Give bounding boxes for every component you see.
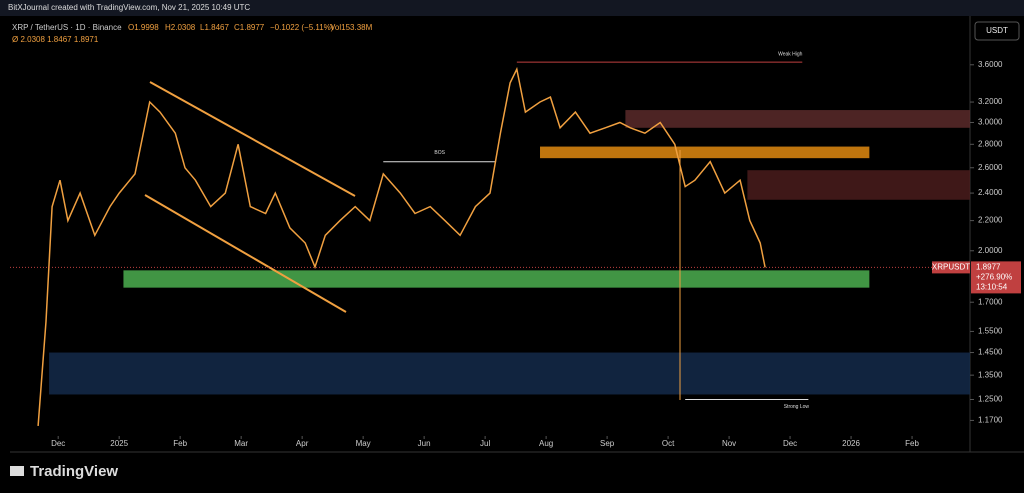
x-tick-label: Nov: [722, 439, 736, 448]
x-tick-label: Jun: [418, 439, 431, 448]
volume: Vol153.38M: [330, 23, 373, 32]
x-tick-label: Feb: [173, 439, 187, 448]
change: −0.1022 (−5.11%): [270, 23, 334, 32]
y-tick-label: 1.2500: [978, 395, 1003, 404]
symbol-tag-text: XRPUSDT: [932, 263, 970, 272]
y-tick-label: 1.4500: [978, 348, 1003, 357]
currency-button[interactable]: [974, 21, 1020, 41]
symbol-tag: [932, 261, 970, 274]
price-tag-price: 1.8977: [976, 263, 1001, 272]
x-tick-label: Feb: [905, 439, 919, 448]
y-tick-label: 1.5500: [978, 327, 1003, 336]
y-tick-label: 1.3500: [978, 370, 1003, 379]
x-tick-label: 2025: [110, 439, 128, 448]
zone: [625, 110, 970, 128]
level-label: Strong Low: [784, 404, 810, 410]
y-tick-label: 3.0000: [978, 118, 1003, 127]
plot: 3.6000 3.2000 3.0000 2.8000 2.6000 2.4000 2.20…: [37, 51, 1003, 448]
indicator: Ø 2.0308 1.8467 1.8971: [12, 35, 99, 44]
price-tag-countdown: 13:10:54: [976, 283, 1008, 292]
header-bar: [0, 0, 1024, 16]
y-tick-label: 2.2000: [978, 216, 1003, 225]
zone: [49, 352, 971, 395]
x-tick-label: Jul: [480, 439, 490, 448]
level-label: BOS: [434, 150, 445, 156]
x-tick-label: Apr: [296, 439, 309, 448]
level-label: Weak High: [778, 51, 803, 57]
price-line: [37, 66, 766, 426]
credit: BitXJournal created with TradingView.com…: [8, 3, 250, 12]
y-tick-label: 2.8000: [978, 139, 1003, 148]
trend-channel: [144, 81, 681, 400]
zone: [747, 170, 970, 200]
brand: TradingView: [30, 463, 118, 480]
y-tick-label: 3.6000: [978, 60, 1003, 69]
zone: [123, 270, 870, 288]
x-tick-label: Oct: [662, 439, 675, 448]
y-tick-label: 1.1700: [978, 416, 1003, 425]
y-tick-label: 2.4000: [978, 188, 1003, 197]
x-tick-label: May: [356, 439, 371, 448]
y-tick-label: 2.0000: [978, 246, 1003, 255]
currency: USDT: [986, 26, 1008, 35]
y-tick-label: 3.2000: [978, 97, 1003, 106]
zone: [540, 146, 870, 159]
open: O1.9998: [128, 23, 159, 32]
x-tick-label: 2026: [842, 439, 860, 448]
y-tick-label: 1.7000: [978, 297, 1003, 306]
y-tick-label: 2.6000: [978, 163, 1003, 172]
price-box: [971, 261, 1021, 294]
x-tick-label: Dec: [783, 439, 797, 448]
x-tick-label: Aug: [539, 439, 553, 448]
low: L1.8467: [200, 23, 229, 32]
x-tick-label: Sep: [600, 439, 615, 448]
high: H2.0308: [165, 23, 196, 32]
x-tick-label: Dec: [51, 439, 65, 448]
logo: TradingView: [10, 463, 118, 480]
x-tick-label: Mar: [234, 439, 248, 448]
symbol: XRP / TetherUS · 1D · Binance: [12, 23, 122, 32]
close: C1.8977: [234, 23, 265, 32]
price-tag-change: +276.90%: [976, 273, 1012, 282]
